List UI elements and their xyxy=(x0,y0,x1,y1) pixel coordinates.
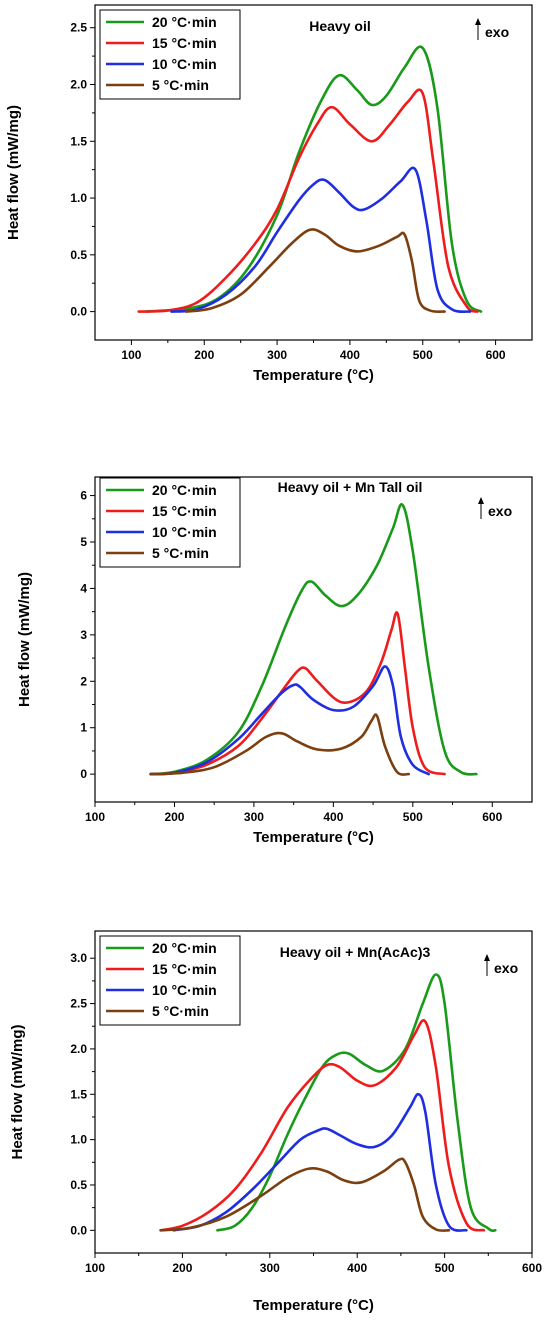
chart-svg: 100 200 300 400 500 600 0 1 2 3 4 5 6 Temperature (°C… xyxy=(16,476,533,846)
series-line-0 xyxy=(144,45,483,313)
chart-title: Heavy oil xyxy=(309,18,370,34)
x-tick-label: 400 xyxy=(347,1261,367,1275)
x-tick-label: 400 xyxy=(323,810,343,824)
series-line-1 xyxy=(137,88,479,313)
x-tick-label: 500 xyxy=(413,348,433,362)
x-tick-label: 400 xyxy=(340,348,360,362)
y-tick-label: 2 xyxy=(80,674,87,688)
series-line-3 xyxy=(184,228,446,313)
plot-frame xyxy=(94,476,533,803)
x-tick-label: 100 xyxy=(85,810,105,824)
series-line-2 xyxy=(172,1093,468,1232)
y-axis-title: Heat flow (mW/mg) xyxy=(5,105,22,240)
series-line-3 xyxy=(159,1157,451,1232)
y-tick-label: 0.5 xyxy=(70,1178,87,1192)
legend-label: 15 °C·min xyxy=(152,503,217,519)
y-tick-label: 4 xyxy=(80,581,87,595)
x-tick-label: 200 xyxy=(172,1261,192,1275)
exo-label: exo xyxy=(488,503,512,519)
y-tick-label: 6 xyxy=(80,489,87,503)
legend: 20 °C·min 15 °C·min 10 °C·min 5 °C·min xyxy=(99,9,241,100)
legend-label: 15 °C·min xyxy=(152,35,217,51)
legend-label: 10 °C·min xyxy=(152,56,217,72)
series-line-3 xyxy=(149,713,411,776)
x-tick-label: 600 xyxy=(482,810,502,824)
y-tick-label: 2.5 xyxy=(70,997,87,1011)
x-tick-label: 300 xyxy=(267,348,287,362)
x-axis-title: Temperature (°C) xyxy=(253,367,374,384)
x-tick-label: 600 xyxy=(522,1261,542,1275)
x-tick-label: 600 xyxy=(486,348,506,362)
legend-label: 20 °C·min xyxy=(152,14,217,30)
chart-svg: 100 200 300 400 500 600 0.0 0.5 1.0 1.5 2.0 2.5 Temp… xyxy=(5,4,533,384)
x-axis-title: Temperature (°C) xyxy=(253,829,374,846)
x-tick-label: 500 xyxy=(435,1261,455,1275)
x-axis-title: Temperature (°C) xyxy=(253,1297,374,1314)
x-tick-label: 200 xyxy=(194,348,214,362)
x-tick-label: 300 xyxy=(244,810,264,824)
chart-svg: 100 200 300 400 500 600 0.0 0.5 1.0 1.5 2.0 2.5 3.0 T… xyxy=(9,930,542,1314)
legend: 20 °C·min 15 °C·min 10 °C·min 5 °C·min xyxy=(99,477,241,568)
x-tick-label: 300 xyxy=(260,1261,280,1275)
series-line-2 xyxy=(170,166,472,314)
chart-heavy-oil-mn-acac3: 100 200 300 400 500 600 0.0 0.5 1.0 1.5 2.0 2.5 3.0 T… xyxy=(0,926,550,1327)
legend: 20 °C·min 15 °C·min 10 °C·min 5 °C·min xyxy=(99,935,241,1026)
y-axis-title: Heat flow (mW/mg) xyxy=(16,572,33,707)
exo-arrow-icon xyxy=(478,497,484,504)
legend-label: 20 °C·min xyxy=(152,940,217,956)
series-line-0 xyxy=(216,973,497,1233)
chart-heavy-oil-mn-tall-oil: 100 200 300 400 500 600 0 1 2 3 4 5 6 Temperature (°C… xyxy=(0,462,550,872)
y-tick-label: 0.0 xyxy=(70,1223,87,1237)
y-tick-label: 3 xyxy=(80,628,87,642)
y-axis-title: Heat flow (mW/mg) xyxy=(9,1025,26,1160)
series-line-0 xyxy=(149,503,478,776)
legend-label: 5 °C·min xyxy=(152,77,209,93)
legend-label: 10 °C·min xyxy=(152,524,217,540)
chart-title: Heavy oil + Mn(AcAc)3 xyxy=(280,944,431,960)
y-tick-label: 1.5 xyxy=(70,134,87,148)
legend-label: 10 °C·min xyxy=(152,982,217,998)
exo-arrow-icon xyxy=(475,18,481,25)
y-tick-label: 5 xyxy=(80,535,87,549)
y-tick-label: 0.0 xyxy=(70,305,87,319)
y-tick-label: 2.5 xyxy=(70,21,87,35)
y-tick-label: 3.0 xyxy=(70,951,87,965)
legend-label: 15 °C·min xyxy=(152,961,217,977)
chart-title: Heavy oil + Mn Tall oil xyxy=(278,479,423,495)
y-tick-label: 0.5 xyxy=(70,248,87,262)
x-tick-label: 500 xyxy=(403,810,423,824)
y-tick-label: 1.5 xyxy=(70,1087,87,1101)
exo-arrow-icon xyxy=(484,954,490,961)
y-tick-label: 2.0 xyxy=(70,77,87,91)
chart-heavy-oil: 100 200 300 400 500 600 0.0 0.5 1.0 1.5 2.0 2.5 Temp… xyxy=(0,0,550,410)
y-tick-label: 1 xyxy=(80,721,87,735)
legend-label: 20 °C·min xyxy=(152,482,217,498)
x-tick-label: 200 xyxy=(164,810,184,824)
series-line-1 xyxy=(149,611,446,776)
series-line-2 xyxy=(149,665,430,776)
y-tick-label: 0 xyxy=(80,767,87,781)
y-tick-label: 2.0 xyxy=(70,1042,87,1056)
series-line-1 xyxy=(159,1019,486,1232)
exo-label: exo xyxy=(485,24,509,40)
y-tick-label: 1.0 xyxy=(70,191,87,205)
legend-label: 5 °C·min xyxy=(152,1003,209,1019)
y-tick-label: 1.0 xyxy=(70,1133,87,1147)
legend-label: 5 °C·min xyxy=(152,545,209,561)
exo-label: exo xyxy=(494,960,518,976)
x-tick-label: 100 xyxy=(121,348,141,362)
x-tick-label: 100 xyxy=(85,1261,105,1275)
